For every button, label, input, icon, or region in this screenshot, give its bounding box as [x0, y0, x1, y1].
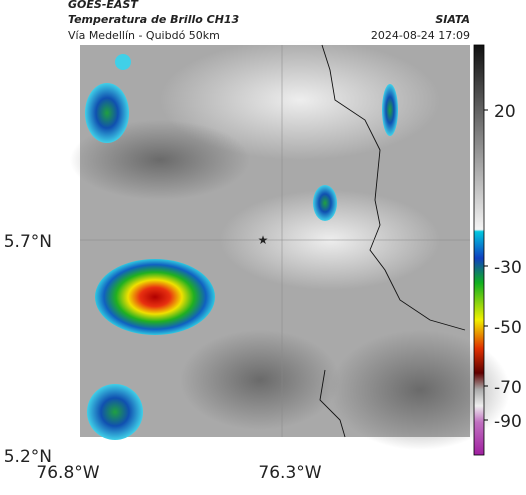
title: Temperatura de Brillo CH13 — [68, 13, 240, 26]
colorbar-label: -70 — [494, 378, 522, 398]
colorbar-label: 20 — [494, 102, 516, 122]
subtitle: Vía Medellín - Quibdó 50km — [68, 29, 220, 42]
timestamp: 2024-08-24 17:09 — [371, 29, 470, 42]
x-axis-label: 76.8°W — [36, 463, 99, 483]
x-axis-label: 76.3°W — [258, 463, 321, 483]
y-axis-label: 5.7°N — [4, 232, 52, 252]
location-marker: ★ — [258, 233, 269, 247]
colorbar-label: -50 — [494, 318, 522, 338]
colorbar-label: -30 — [494, 258, 522, 278]
colorbar-label: -90 — [494, 412, 522, 432]
satellite-image — [70, 40, 510, 450]
colorbar — [473, 44, 485, 456]
y-axis-label: 5.2°N — [4, 447, 52, 467]
source: GOES-EAST — [68, 0, 139, 11]
borders — [319, 44, 466, 438]
org: SIATA — [435, 13, 470, 26]
grid-lines — [80, 45, 470, 437]
